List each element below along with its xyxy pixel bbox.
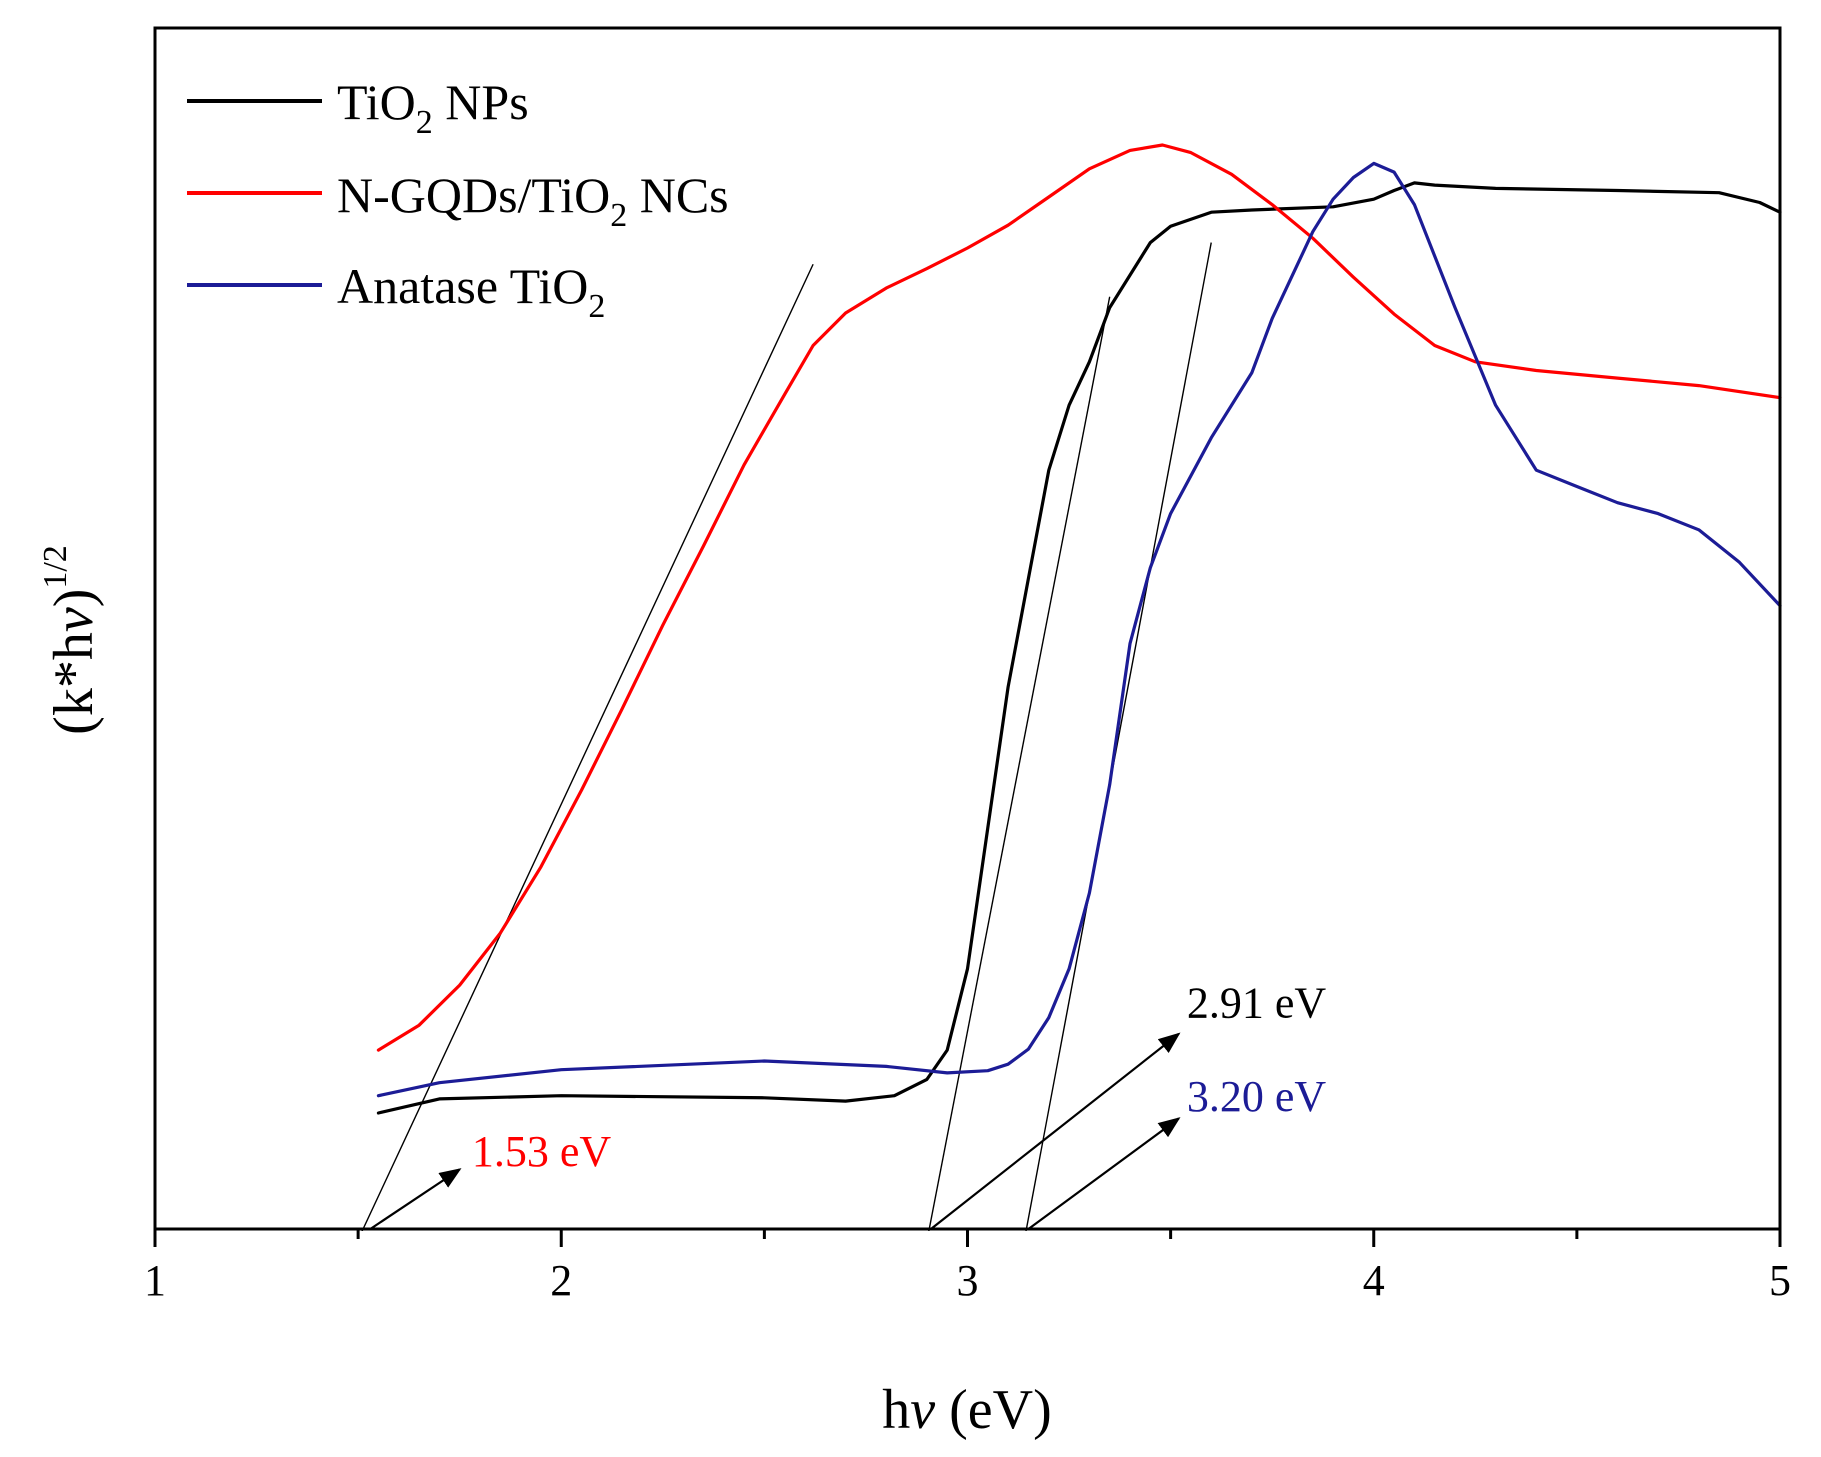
tangent-n-gqds [361, 263, 814, 1231]
x-tick-label: 2 [550, 1256, 572, 1305]
series-line-tio2-nps [376, 181, 1782, 1115]
series-line-n-gqds-tio2-ncs [376, 143, 1782, 1052]
x-tick-label: 4 [1363, 1256, 1385, 1305]
tangent-tio2-nps [928, 296, 1111, 1231]
series-line-anatase-tio2 [376, 161, 1782, 1098]
legend-label-tio2-nps: TiO2 NPs [337, 74, 529, 141]
y-axis-title: (k*hv)1/2 [37, 545, 105, 735]
annotation-2-91-ev-label: 2.91 eV [1187, 979, 1327, 1028]
annotation-2-91-ev-arrow [930, 1032, 1181, 1230]
x-tick-label: 1 [144, 1256, 166, 1305]
legend-label-n-gqds: N-GQDs/TiO2 NCs [337, 167, 729, 234]
annotation-1-53-ev-arrow [369, 1168, 462, 1230]
x-tick-label: 5 [1769, 1256, 1791, 1305]
legend: TiO2 NPs N-GQDs/TiO2 NCs Anatase TiO2 [187, 74, 729, 325]
annotation-3-20-ev-label: 3.20 eV [1187, 1072, 1327, 1121]
x-axis-title: hv (eV) [882, 1379, 1051, 1441]
x-tick-label: 3 [957, 1256, 979, 1305]
annotation-3-20-ev-arrow [1027, 1117, 1181, 1230]
annotation-1-53-ev-label: 1.53 eV [472, 1127, 612, 1176]
legend-label-anatase: Anatase TiO2 [337, 258, 605, 325]
